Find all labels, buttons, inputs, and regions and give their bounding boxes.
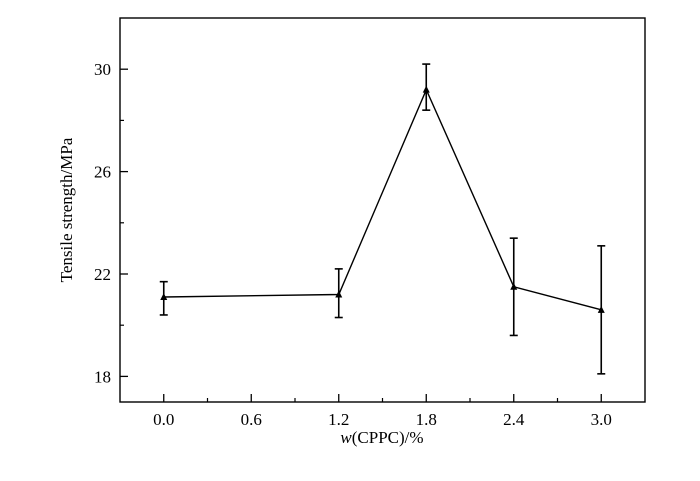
y-tick-label: 26 [94,163,111,182]
x-tick-label: 3.0 [591,410,612,429]
series-line [163,87,602,311]
data-point [597,305,605,313]
x-axis-label-unit: (CPPC)/% [352,428,424,447]
plot-frame [119,17,646,403]
y-tick-label: 22 [94,265,111,284]
y-tick-label: 30 [94,60,111,79]
x-tick-label: 1.2 [328,410,349,429]
x-axis-label-variable: w [340,428,352,447]
data-point [335,290,343,298]
data-point [510,282,518,290]
y-axis-label: Tensile strength/MPa [57,137,76,282]
x-tick-label: 2.4 [503,410,525,429]
data-point [422,85,430,93]
x-axis-label: w(CPPC)/% [340,428,423,447]
x-tick-label: 0.0 [153,410,174,429]
x-tick-label: 0.6 [241,410,262,429]
data-point [160,293,168,301]
y-tick-label: 18 [94,367,111,386]
x-tick-label: 1.8 [416,410,437,429]
